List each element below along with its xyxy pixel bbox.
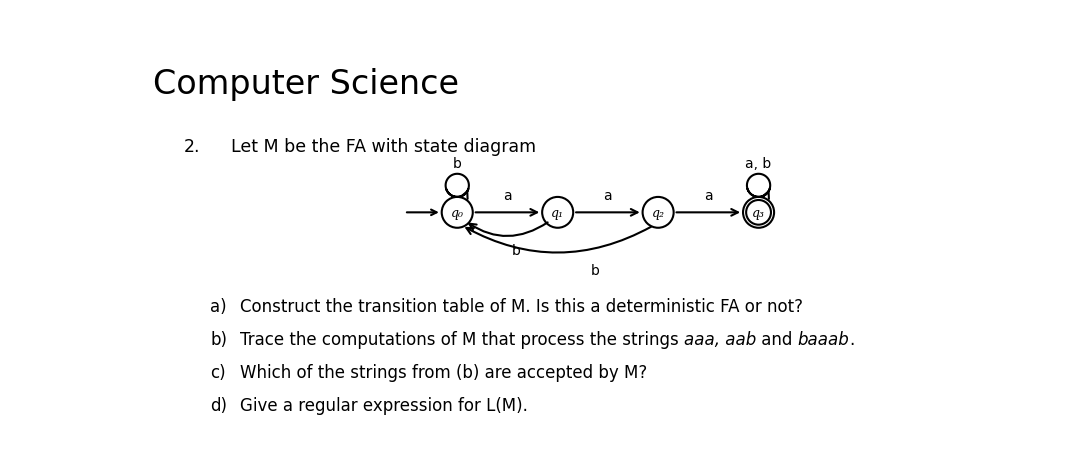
Text: .: . <box>849 330 854 348</box>
Text: a: a <box>604 188 612 203</box>
Text: b: b <box>512 244 521 258</box>
Text: 2.: 2. <box>184 138 200 156</box>
Text: aaa, aab: aaa, aab <box>684 330 756 348</box>
Text: q₃: q₃ <box>752 207 765 219</box>
Text: q₀: q₀ <box>450 207 463 219</box>
Text: baaab: baaab <box>797 330 849 348</box>
Text: b: b <box>591 263 599 277</box>
Text: Computer Science: Computer Science <box>153 68 459 101</box>
Text: Which of the strings from (b) are accepted by M?: Which of the strings from (b) are accept… <box>240 363 647 381</box>
Text: Trace the computations of M that process the strings: Trace the computations of M that process… <box>240 330 684 348</box>
Text: d): d) <box>211 396 227 414</box>
Text: q₁: q₁ <box>551 207 564 219</box>
Ellipse shape <box>442 198 473 228</box>
Text: c): c) <box>211 363 226 381</box>
Text: q₂: q₂ <box>651 207 664 219</box>
Text: a: a <box>503 188 512 203</box>
Text: a): a) <box>211 297 227 315</box>
Text: Construct the transition table of M. Is this a deterministic FA or not?: Construct the transition table of M. Is … <box>240 297 802 315</box>
Text: a, b: a, b <box>745 157 772 171</box>
Ellipse shape <box>643 198 674 228</box>
Ellipse shape <box>743 198 774 228</box>
Text: Give a regular expression for L(M).: Give a regular expression for L(M). <box>240 396 527 414</box>
Text: and: and <box>756 330 797 348</box>
Text: Let M be the FA with state diagram: Let M be the FA with state diagram <box>231 138 537 156</box>
Text: a: a <box>704 188 713 203</box>
Text: b: b <box>453 157 461 171</box>
Ellipse shape <box>542 198 573 228</box>
Text: b): b) <box>211 330 227 348</box>
